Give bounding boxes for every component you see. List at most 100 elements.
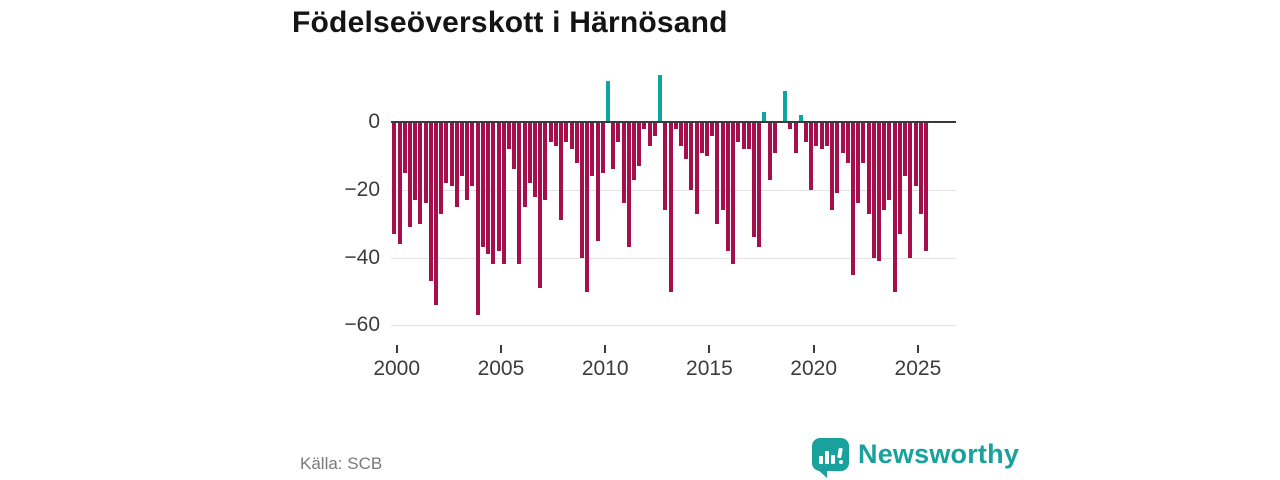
bar-2009q1 [579,122,584,258]
y-axis-label: −40 [344,245,380,269]
bar-2002q2 [439,122,444,214]
bar-2011q1 [621,122,626,204]
y-axis-label: −20 [344,177,380,201]
bar-2020q4 [824,122,829,146]
bar-2008q1 [559,122,564,221]
bar-2022q2 [856,122,861,204]
bar-2022q4 [866,122,871,214]
x-axis-label: 2010 [581,357,629,380]
gridline [391,325,956,327]
bar-2023q2 [877,122,882,261]
bar-2001q4 [428,122,433,282]
x-axis-tick [812,345,815,353]
bar-2015q2 [710,122,715,136]
bar-2005q4 [512,122,517,170]
x-axis-tick [604,345,607,353]
bar-2017q1 [746,122,751,150]
bar-glyph [819,456,823,464]
bar-2006q1 [517,122,522,265]
x-axis-tick [395,345,398,353]
bar-2010q1 [600,122,605,173]
zero-axis-line [391,121,956,123]
gridline [391,189,956,191]
bar-2011q2 [626,122,631,248]
bar-2024q4 [908,122,913,258]
bar-2000q2 [397,122,402,245]
bar-2025q2 [918,122,923,214]
bar-2006q4 [533,122,538,197]
bar-2009q3 [590,122,595,177]
bar-2005q2 [501,122,506,265]
bar-2015q1 [705,122,710,156]
bar-2007q3 [548,122,553,143]
bar-2013q4 [678,122,683,146]
bar-2001q1 [413,122,418,200]
bar-2014q1 [684,122,689,160]
bar-2006q2 [522,122,527,207]
bar-2017q3 [757,122,762,248]
bar-2002q1 [433,122,438,306]
bar-2025q3 [923,122,928,251]
x-axis-label: 2015 [686,357,733,380]
bar-2000q3 [402,122,407,173]
bar-2010q3 [611,122,616,170]
bar-2019q2 [793,122,798,153]
bar-2016q2 [731,122,736,265]
bar-2015q3 [715,122,720,224]
bar-2023q3 [882,122,887,211]
bar-2012q1 [642,122,647,129]
bar-2003q2 [460,122,465,177]
newsworthy-logo[interactable]: Newsworthy [812,438,1020,478]
bar-2000q1 [392,122,397,234]
bar-2015q4 [720,122,725,211]
exclamation-dot [839,460,843,464]
bar-2013q3 [673,122,678,129]
bar-2010q4 [616,122,621,143]
bar-2007q1 [538,122,543,289]
bar-2019q4 [804,122,809,143]
newsworthy-bubble-icon [812,438,849,478]
bar-2016q4 [741,122,746,150]
bar-2000q4 [407,122,412,228]
bar-2002q3 [444,122,449,184]
bar-2023q1 [871,122,876,258]
bar-2024q2 [897,122,902,234]
bar-2007q4 [553,122,558,146]
bar-2003q3 [465,122,470,200]
bar-2013q1 [663,122,668,211]
bar-2016q3 [736,122,741,143]
bar-2007q2 [543,122,548,200]
bar-2008q3 [569,122,574,150]
bar-2004q3 [486,122,491,255]
bar-2021q3 [840,122,845,153]
bar-2004q2 [480,122,485,248]
source-label: Källa: SCB [300,454,383,473]
bar-2005q3 [506,122,511,150]
bar-2006q3 [527,122,532,184]
bar-2017q2 [751,122,756,238]
bar-2014q3 [694,122,699,214]
bar-2020q2 [814,122,819,146]
bar-2020q3 [819,122,824,150]
x-axis-label: 2025 [894,357,942,380]
bar-2021q2 [835,122,840,194]
bar-2014q2 [689,122,694,190]
x-axis-tick [708,345,711,353]
bar-2018q4 [783,91,788,122]
bar-2008q4 [574,122,579,163]
exclamation-glyph [837,447,843,459]
bar-2001q2 [418,122,423,224]
x-axis-tick [916,345,919,353]
bar-2001q3 [423,122,428,204]
y-axis-label: −60 [344,313,380,337]
bar-2012q4 [658,74,663,122]
bar-2019q1 [788,122,793,129]
bar-2018q1 [767,122,772,180]
newsworthy-wordmark: Newsworthy [858,439,1020,469]
bar-2003q4 [470,122,475,187]
bar-2024q3 [903,122,908,177]
y-axis-label: 0 [368,110,380,133]
bar-2004q1 [475,122,480,316]
bar-2018q2 [772,122,777,153]
